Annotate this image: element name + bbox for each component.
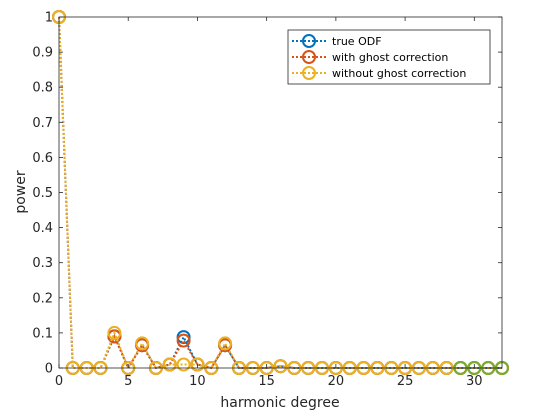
y-tick-label: 0 xyxy=(45,362,53,377)
data-point xyxy=(162,357,177,372)
tick-label-group: 0 5 10 15 20 25 30 0 0.1 0.2 0.3 0.4 0.5 0.6 0.7 0.8 0.9… xyxy=(32,11,482,390)
x-tick-label: 30 xyxy=(466,374,483,389)
y-tick-label: 0.1 xyxy=(32,326,53,341)
y-tick-label: 0.2 xyxy=(32,291,53,306)
x-tick-label: 10 xyxy=(189,374,206,389)
legend: true ODF with ghost correction without gho… xyxy=(287,29,491,85)
y-tick-label: 1 xyxy=(45,11,53,26)
x-tick-label: 20 xyxy=(328,374,345,389)
y-tick-label: 0.3 xyxy=(32,256,53,271)
x-tick-label: 5 xyxy=(124,374,132,389)
x-tick-label: 0 xyxy=(55,374,63,389)
data-point xyxy=(176,357,191,372)
data-point xyxy=(273,359,288,374)
legend-marker xyxy=(302,34,316,48)
data-point xyxy=(135,336,150,351)
data-point xyxy=(190,357,205,372)
legend-item: with ghost correction xyxy=(292,50,448,64)
y-tick-label: 0.8 xyxy=(32,81,53,96)
x-axis-label: harmonic degree xyxy=(220,395,339,411)
y-tick-label: 0.9 xyxy=(32,46,53,61)
y-tick-label: 0.5 xyxy=(32,186,53,201)
y-tick-label: 0.4 xyxy=(32,221,53,236)
legend-marker xyxy=(302,66,316,80)
legend-item: true ODF xyxy=(292,34,382,48)
legend-marker xyxy=(302,50,316,64)
y-axis-label: power xyxy=(13,170,29,214)
data-point xyxy=(218,336,233,351)
legend-label: without ghost correction xyxy=(332,67,466,80)
legend-item: without ghost correction xyxy=(292,66,466,80)
y-tick-label: 0.7 xyxy=(32,116,53,131)
data-point xyxy=(176,333,191,348)
x-tick-label: 25 xyxy=(397,374,414,389)
data-point xyxy=(107,325,122,340)
legend-label: true ODF xyxy=(332,35,382,48)
legend-label: with ghost correction xyxy=(332,51,448,64)
y-tick-label: 0.6 xyxy=(32,151,53,166)
x-tick-label: 15 xyxy=(258,374,275,389)
axes-group xyxy=(58,16,503,369)
